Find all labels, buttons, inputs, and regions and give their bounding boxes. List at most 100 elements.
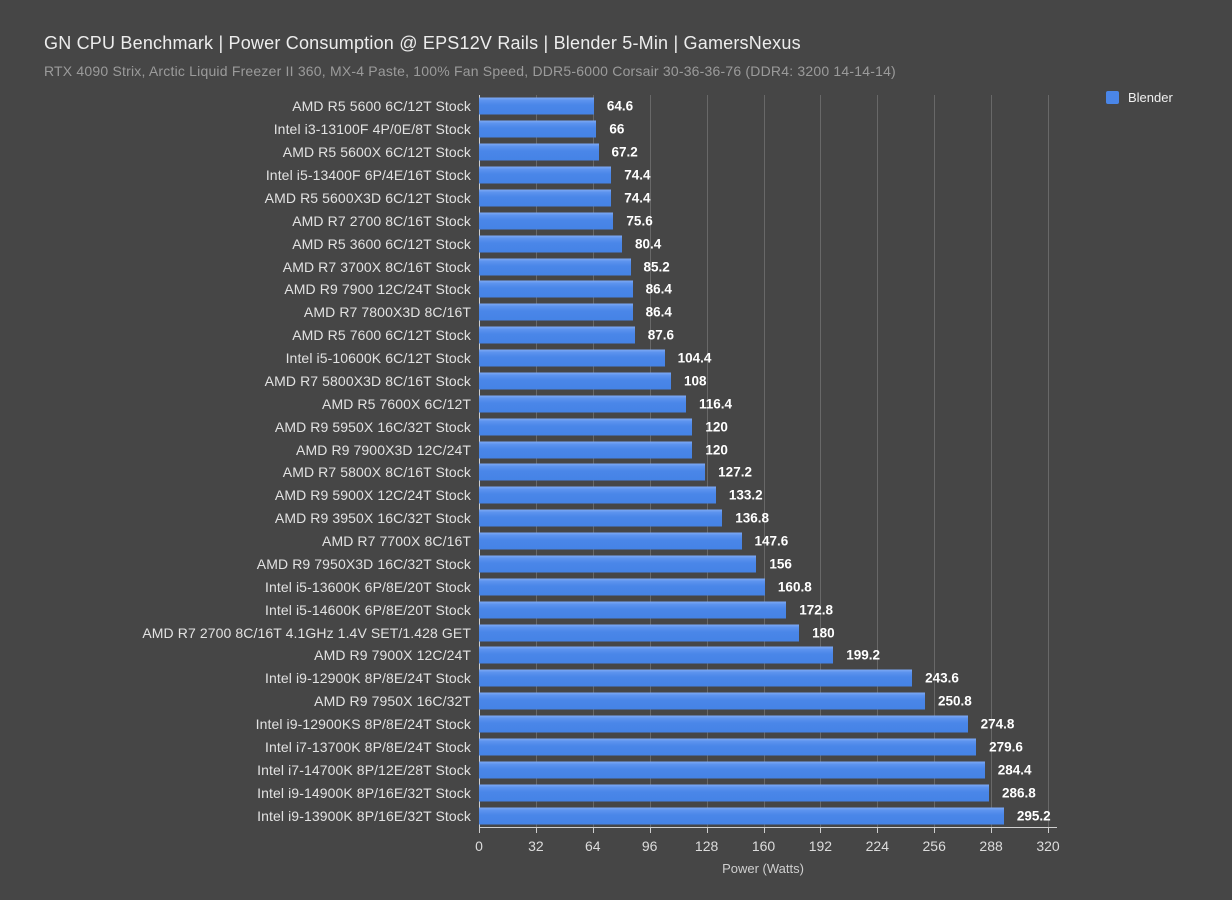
chart-title: GN CPU Benchmark | Power Consumption @ E…: [44, 33, 801, 53]
x-axis-tick: [991, 827, 993, 833]
bar-value-label: 279.6: [989, 739, 1023, 755]
bar: [479, 326, 635, 344]
bar-track: 74.4: [479, 187, 1232, 210]
bar: [479, 646, 834, 664]
bar-value-label: 274.8: [980, 716, 1015, 732]
bar-track: 180: [479, 621, 1232, 644]
bar-row: AMD R5 5600 6C/12T Stock 64.6: [0, 95, 1232, 118]
bar-row: Intel i5-13600K 6P/8E/20T Stock 160.8: [0, 575, 1232, 598]
x-axis-tick: [934, 827, 936, 833]
bar-track: 295.2: [479, 804, 1232, 827]
bar-value-label: 86.4: [645, 304, 672, 320]
bar-value-label: 75.6: [626, 213, 653, 229]
bar-track: 87.6: [479, 324, 1232, 347]
bar: [479, 738, 977, 756]
bar-row: AMD R9 7950X 16C/32T 250.8: [0, 690, 1232, 713]
bar: [479, 166, 612, 184]
bar-row: AMD R7 7800X3D 8C/16T 86.4: [0, 301, 1232, 324]
category-label: Intel i3-13100F 4P/0E/8T Stock: [273, 121, 471, 138]
bar-row: Intel i9-14900K 8P/16E/32T Stock 286.8: [0, 781, 1232, 804]
bar-value-label: 180: [812, 625, 835, 641]
x-axis: 0 32 64 96 128 160 192 224 256 288 320 Power (Watt…: [475, 827, 1079, 887]
bar: [479, 395, 686, 413]
bar: [479, 418, 693, 436]
bar-track: 147.6: [479, 530, 1232, 553]
bar-track: 64.6: [479, 95, 1232, 118]
gridline: [706, 95, 708, 827]
gridline: [1048, 95, 1049, 827]
category-label: AMD R9 7950X 16C/32T: [314, 693, 471, 710]
bar-value-label: 120: [705, 442, 728, 458]
bar: [479, 761, 985, 779]
bar-track: 127.2: [479, 461, 1232, 484]
bar-rows: AMD R5 5600 6C/12T Stock 64.6 Intel i3-131…: [0, 95, 1232, 827]
bar-track: 286.8: [479, 781, 1232, 804]
bar: [479, 555, 757, 573]
bar: [479, 97, 594, 115]
x-axis-tick: [1048, 827, 1049, 833]
bar-value-label: 243.6: [925, 670, 959, 686]
category-label: AMD R9 7900X 12C/24T: [314, 647, 471, 664]
bar-row: Intel i7-13700K 8P/8E/24T Stock 279.6: [0, 736, 1232, 759]
bar-track: 104.4: [479, 347, 1232, 370]
x-axis-tick: [820, 827, 822, 833]
category-label: Intel i9-14900K 8P/16E/32T Stock: [257, 784, 471, 801]
bar-track: 75.6: [479, 209, 1232, 232]
bar-track: 284.4: [479, 758, 1232, 781]
bar: [479, 349, 665, 367]
bar-track: 67.2: [479, 141, 1232, 164]
legend-swatch-blender-icon: [1106, 91, 1119, 104]
category-label: AMD R7 5800X 8C/16T Stock: [282, 464, 471, 481]
bar-track: 80.4: [479, 232, 1232, 255]
bar-track: 120: [479, 438, 1232, 461]
gridline: [535, 95, 537, 827]
bar-track: 74.4: [479, 164, 1232, 187]
bar-value-label: 172.8: [799, 602, 834, 618]
bar-row: AMD R7 3700X 8C/16T Stock 85.2: [0, 255, 1232, 278]
bar-track: 199.2: [479, 644, 1232, 667]
chart-subtitle: RTX 4090 Strix, Arctic Liquid Freezer II…: [44, 63, 896, 79]
x-axis-tick: [479, 827, 480, 833]
gridline: [820, 95, 822, 827]
bar: [479, 441, 693, 459]
bar-track: 250.8: [479, 690, 1232, 713]
legend: Blender: [1106, 90, 1173, 105]
bar-row: Intel i3-13100F 4P/0E/8T Stock 66: [0, 118, 1232, 141]
x-axis-tick-label: 160: [751, 838, 776, 854]
x-axis-tick: [649, 827, 651, 833]
bar-row: AMD R7 5800X3D 8C/16T Stock 108: [0, 370, 1232, 393]
y-axis-line: [479, 95, 480, 827]
category-label: AMD R5 5600X 6C/12T Stock: [282, 144, 471, 161]
bar-value-label: 74.4: [624, 167, 651, 183]
bar-track: 85.2: [479, 255, 1232, 278]
x-axis-tick: [535, 827, 537, 833]
x-axis-tick-label: 96: [641, 838, 658, 854]
bar-value-label: 286.8: [1001, 785, 1036, 801]
bar-value-label: 136.8: [735, 510, 770, 526]
bar-row: Intel i5-13400F 6P/4E/16T Stock 74.4: [0, 164, 1232, 187]
bar: [479, 235, 622, 253]
bar-track: 66: [479, 118, 1232, 141]
bar: [479, 120, 597, 138]
bar-row: AMD R5 3600 6C/12T Stock 80.4: [0, 232, 1232, 255]
bar: [479, 624, 800, 642]
bar-row: AMD R9 7900 12C/24T Stock 86.4: [0, 278, 1232, 301]
gridline: [991, 95, 993, 827]
bar-value-label: 85.2: [643, 259, 670, 275]
bar-value-label: 127.2: [718, 464, 752, 480]
category-label: AMD R5 7600 6C/12T Stock: [292, 327, 471, 344]
bar-value-label: 67.2: [611, 144, 638, 160]
category-label: AMD R7 7800X3D 8C/16T: [303, 304, 471, 321]
bar-track: 172.8: [479, 598, 1232, 621]
x-axis-tick: [592, 827, 594, 833]
category-label: AMD R9 7900 12C/24T Stock: [284, 281, 471, 298]
bar-value-label: 87.6: [647, 327, 675, 343]
x-axis-tick-label: 32: [528, 838, 544, 854]
gridline: [877, 95, 879, 827]
bar: [479, 189, 612, 207]
category-label: AMD R7 3700X 8C/16T Stock: [282, 258, 471, 275]
x-axis-tick-label: 320: [1036, 838, 1060, 854]
bar: [479, 578, 765, 596]
bar-value-label: 104.4: [677, 350, 712, 366]
bar-row: AMD R9 5950X 16C/32T Stock 120: [0, 415, 1232, 438]
